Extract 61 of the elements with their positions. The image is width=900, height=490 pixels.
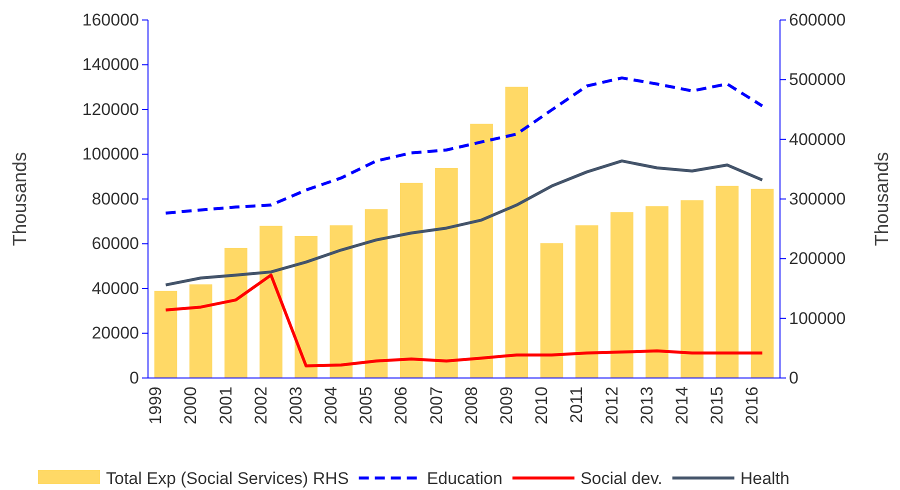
line-series [164,159,764,286]
y2-tick-label: 600000 [789,10,846,30]
x-tick-label: 1999 [146,386,166,424]
line-series [164,274,764,368]
x-tick-label: 2015 [708,386,727,424]
bar [610,212,634,378]
bar [330,225,353,378]
x-tick-label: 2011 [567,386,586,424]
line-series [164,76,764,215]
bar [154,290,178,378]
y-axis-title: Thousands [10,152,31,246]
y2-tick-label: 0 [789,368,798,388]
x-tick-label: 2006 [392,386,411,424]
bar [189,284,212,378]
bar [260,226,282,378]
y-tick-label: 140000 [82,55,139,74]
bar [435,168,458,378]
legend-label: Total Exp (Social Services) RHS [106,469,349,488]
bar [505,86,528,378]
x-tick-label: 2010 [532,386,552,424]
y-tick-label: 80000 [92,189,139,208]
x-tick-label: 2008 [462,386,481,424]
bar [680,200,704,378]
legend-label: Health [740,469,790,488]
y-tick-label: 20000 [92,324,139,343]
x-tick-label: 2014 [672,386,692,424]
x-tick-label: 2012 [602,386,622,424]
y-tick-label: 100000 [82,144,139,164]
x-tick-label: 2002 [251,386,270,424]
y2-tick-label: 400000 [789,130,846,149]
y2-tick-label: 100000 [789,308,846,328]
x-tick-label: 2000 [181,386,200,424]
bar [294,236,318,378]
bar [575,225,598,378]
x-tick-label: 2016 [742,386,762,424]
y-tick-label: 40000 [92,278,139,298]
x-tick-label: 2005 [356,386,376,424]
x-tick-label: 2001 [216,386,236,424]
bar [750,188,774,378]
bar [646,206,668,378]
y-tick-label: 160000 [82,10,139,30]
y-tick-label: 120000 [82,100,139,119]
bar [470,124,493,378]
bar [716,186,739,378]
y2-tick-label: 500000 [789,70,846,90]
bar [364,209,388,378]
bar [540,243,564,378]
legend-label: Social dev. [580,469,662,488]
bar [224,248,248,378]
x-tick-label: 2004 [322,386,341,424]
x-tick-label: 2003 [286,386,306,424]
y2-tick-label: 200000 [789,249,846,268]
x-tick-label: 2013 [637,386,656,424]
y2-tick-label: 300000 [789,189,846,208]
y-tick-label: 60000 [92,234,139,254]
legend-label: Education [426,469,502,488]
y2-axis-title: Thousands [872,152,893,246]
x-tick-label: 2007 [426,386,446,424]
y-tick-label: 0 [130,368,139,388]
x-tick-label: 2009 [496,386,516,424]
bar [400,182,423,378]
